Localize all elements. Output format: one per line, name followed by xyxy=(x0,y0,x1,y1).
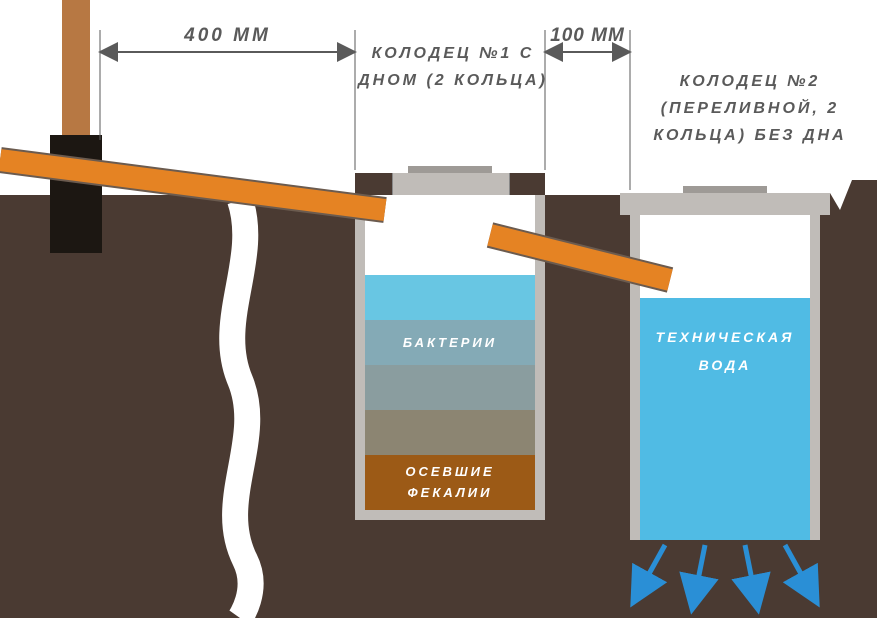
dimension-1-label: 400 MM xyxy=(100,25,355,47)
dimension-2-label: 100 MM xyxy=(540,25,635,47)
well-1-title: КОЛОДЕЦ №1 С ДНОМ (2 КОЛЬЦА) xyxy=(358,40,548,94)
well-2-title: КОЛОДЕЦ №2 (ПЕРЕЛИВНОЙ, 2 КОЛЬЦА) БЕЗ ДН… xyxy=(635,68,865,150)
